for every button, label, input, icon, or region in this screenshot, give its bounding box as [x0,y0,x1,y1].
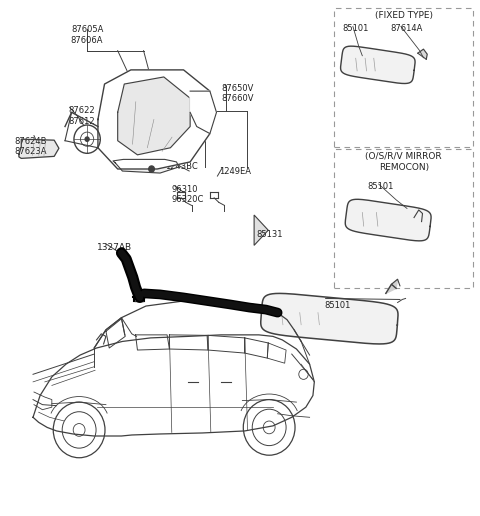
Text: 87630L
87630R: 87630L 87630R [144,86,176,105]
Text: 1243BC: 1243BC [165,162,197,171]
Polygon shape [19,139,59,158]
Text: 87624B
87623A: 87624B 87623A [14,137,47,156]
Text: (FIXED TYPE): (FIXED TYPE) [375,11,432,20]
Text: 87605A
87606A: 87605A 87606A [71,25,103,45]
Text: (O/S/R/V MIRROR: (O/S/R/V MIRROR [365,152,442,161]
Text: 85101: 85101 [324,301,351,310]
Polygon shape [418,49,427,59]
Polygon shape [345,199,431,241]
Polygon shape [190,91,216,134]
Text: 87622
87612: 87622 87612 [68,106,95,126]
Polygon shape [341,46,415,84]
Circle shape [85,137,89,141]
Bar [334,8,473,147]
Text: 1327AB: 1327AB [96,243,132,252]
Circle shape [149,166,155,172]
Text: 85101: 85101 [367,182,394,191]
Polygon shape [254,215,268,246]
Polygon shape [113,159,179,173]
Text: 85101: 85101 [343,24,369,34]
Bar [334,149,473,288]
Polygon shape [98,70,210,169]
Polygon shape [118,77,190,155]
Text: 96310
96320C: 96310 96320C [172,185,204,204]
Text: 87614A: 87614A [391,24,423,34]
Polygon shape [414,210,422,221]
Polygon shape [261,294,398,344]
Text: 1249EA: 1249EA [219,167,251,176]
Text: 87650V
87660V: 87650V 87660V [221,84,254,103]
Text: 85131: 85131 [256,230,283,239]
Text: REMOCON): REMOCON) [379,163,429,172]
Polygon shape [386,279,397,294]
